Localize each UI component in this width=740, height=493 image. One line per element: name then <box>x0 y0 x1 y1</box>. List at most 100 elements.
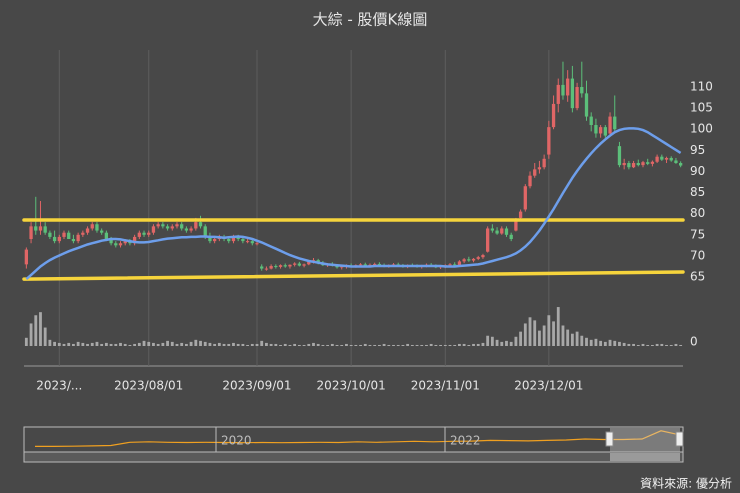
volume-bar <box>48 339 52 346</box>
candle-body <box>377 263 382 266</box>
x-tick-label: 2023/09/01 <box>222 379 291 393</box>
volume-bar <box>189 341 193 346</box>
candle-body <box>118 243 123 246</box>
volume-bar <box>274 343 278 346</box>
volume-bar <box>410 344 414 346</box>
volume-bar <box>674 343 678 346</box>
y-tick-label: 100 <box>690 122 713 136</box>
volume-bar <box>90 342 94 346</box>
volume-bar <box>359 344 362 346</box>
volume-bar <box>552 321 555 346</box>
volume-bar <box>514 336 518 346</box>
navigator-line <box>35 430 681 447</box>
candle-body <box>67 232 71 240</box>
scrollbar-thumb[interactable] <box>610 453 680 461</box>
candle-body <box>227 239 231 242</box>
volume-bar <box>377 344 381 346</box>
candle-body <box>340 266 344 268</box>
candle-body <box>250 241 254 244</box>
volume-bar <box>95 341 99 346</box>
volume-bar <box>519 331 523 346</box>
volume-bar <box>425 344 428 346</box>
navigator-selection[interactable] <box>610 428 680 452</box>
volume-bar <box>580 335 584 346</box>
candle-body <box>71 239 76 242</box>
candle-body <box>123 241 127 244</box>
volume-bar <box>585 337 588 346</box>
volume-bar <box>561 325 565 346</box>
volume-bar <box>227 343 231 346</box>
y-tick-label: 70 <box>690 248 705 262</box>
volume-bar <box>608 339 612 346</box>
candle-body <box>514 220 518 231</box>
candle-body <box>589 116 593 126</box>
volume-bar <box>184 343 188 346</box>
candle-body <box>636 163 640 166</box>
volume-bar <box>453 344 457 346</box>
volume-bar <box>100 343 104 346</box>
volume-bar <box>462 343 466 346</box>
candle-body <box>260 266 264 269</box>
candle-body <box>283 265 287 267</box>
volume-bar <box>396 344 400 346</box>
volume-bar <box>316 343 320 346</box>
volume-bar <box>655 343 659 346</box>
volume-bar <box>147 341 151 346</box>
navigator-handle[interactable] <box>675 431 684 447</box>
volume-bar <box>354 344 358 346</box>
volume-bar <box>81 342 85 346</box>
volume-bar <box>217 342 221 346</box>
volume-bar <box>641 343 645 346</box>
volume-bar <box>481 342 485 346</box>
volume-bar <box>203 341 207 346</box>
candle-body <box>203 226 207 237</box>
volume-bar <box>340 344 344 346</box>
volume-bar <box>467 344 471 346</box>
volume-bar <box>307 343 311 346</box>
volume-bar <box>486 335 490 346</box>
candle-body <box>490 228 495 231</box>
volume-bar <box>119 342 122 346</box>
candle-body <box>537 167 542 170</box>
volume-bar <box>368 344 372 346</box>
candle-body <box>495 230 499 234</box>
candle-body <box>655 156 659 162</box>
candle-body <box>161 224 165 227</box>
volume-bar <box>137 342 141 346</box>
candle-body <box>358 264 363 266</box>
volume-bar <box>373 344 377 346</box>
volume-bar <box>420 344 424 346</box>
navigator-handle[interactable] <box>605 431 614 447</box>
volume-bar <box>297 344 301 346</box>
y-tick-label: 90 <box>690 164 705 178</box>
y-tick-label: 80 <box>690 206 705 220</box>
candle-body <box>76 234 80 242</box>
volume-bar <box>152 342 155 346</box>
volume-bar <box>335 344 339 346</box>
volume-bar <box>575 331 579 346</box>
volume-bar <box>246 344 250 346</box>
candle-body <box>62 232 66 237</box>
candle-body <box>43 226 47 233</box>
volume-bar <box>114 343 118 346</box>
candle-body <box>523 186 527 210</box>
volume-bar <box>330 343 334 346</box>
candle-body <box>34 226 38 231</box>
volume-bar <box>505 340 508 346</box>
volume-bar <box>660 343 664 346</box>
candle-body <box>208 236 212 242</box>
volume-bar <box>166 340 169 346</box>
volume-bar <box>443 344 447 346</box>
volume-bar <box>321 344 325 346</box>
candle-body <box>293 263 297 265</box>
scrollbar[interactable] <box>23 451 684 463</box>
candle-body <box>198 222 203 227</box>
volume-bar <box>72 343 75 346</box>
volume-bar <box>43 327 47 346</box>
candle-body <box>641 162 645 166</box>
volume-bar <box>260 340 264 346</box>
volume-bar <box>76 341 80 346</box>
volume-bar <box>679 344 683 346</box>
volume-bar <box>283 343 287 346</box>
